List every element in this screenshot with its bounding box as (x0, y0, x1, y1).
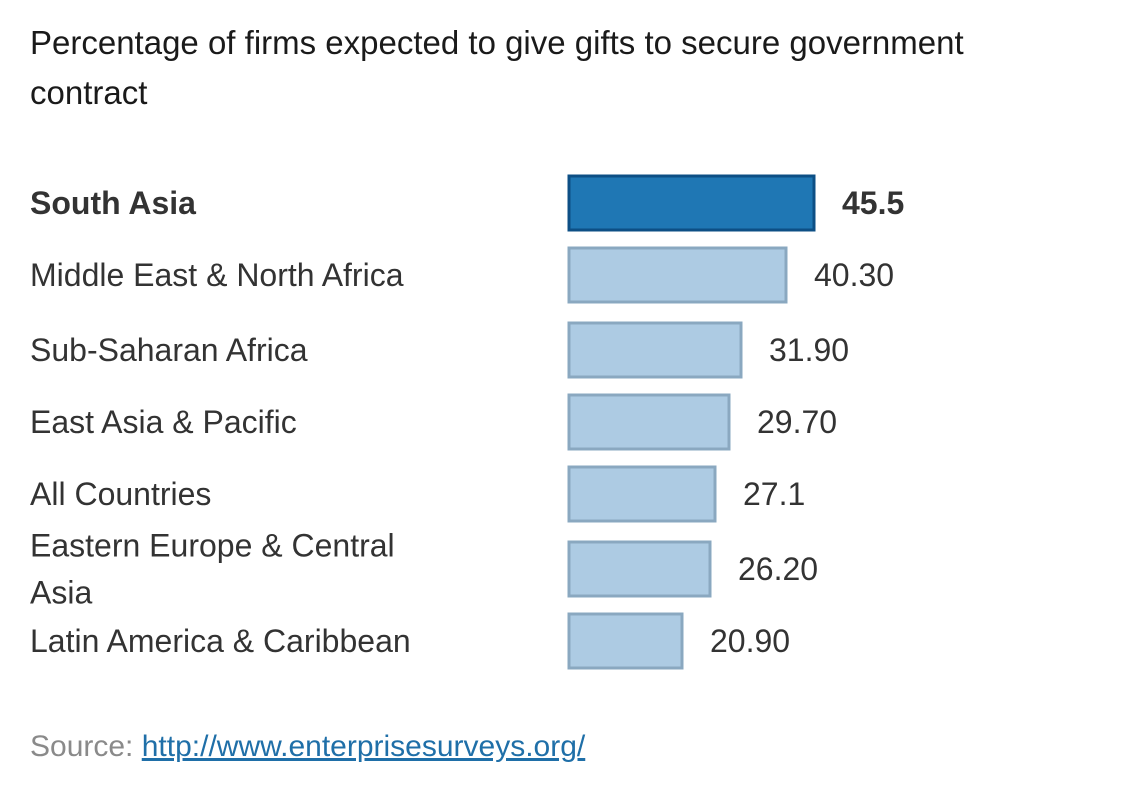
value-label-all-countries: 27.1 (743, 476, 805, 512)
category-label-eastern-europe-and-central-asia: Eastern Europe & Central Asia (30, 528, 395, 611)
source-line: Source: http://www.enterprisesurveys.org… (30, 730, 585, 764)
category-label-south-asia: South Asia (30, 185, 196, 221)
bar-all-countries (567, 465, 717, 523)
value-label-east-asia-and-pacific: 29.70 (757, 404, 837, 440)
value-label-latin-america-and-caribbean: 20.90 (710, 623, 790, 659)
bar-middle-east-and-north-africa (567, 246, 788, 304)
category-label-all-countries: All Countries (30, 476, 211, 512)
source-prefix: Source: (30, 730, 142, 763)
value-label-sub-saharan-africa: 31.90 (769, 332, 849, 368)
category-label-sub-saharan-africa: Sub-Saharan Africa (30, 332, 308, 368)
category-label-latin-america-and-caribbean: Latin America & Caribbean (30, 623, 411, 659)
bar-south-asia (567, 174, 816, 232)
value-label-middle-east-and-north-africa: 40.30 (814, 257, 894, 293)
value-label-south-asia: 45.5 (842, 185, 904, 221)
bar-chart: South Asia 45.5 Middle East & North Africa… (30, 174, 904, 670)
chart-title: Percentage of firms expected to give gif… (30, 24, 964, 111)
value-label-eastern-europe-and-central-asia: 26.20 (738, 551, 818, 587)
category-label-east-asia-and-pacific: East Asia & Pacific (30, 404, 297, 440)
source-link[interactable]: http://www.enterprisesurveys.org/ (141, 730, 586, 763)
category-label-middle-east-and-north-africa: Middle East & North Africa (30, 257, 404, 293)
bar-east-asia-and-pacific (567, 393, 731, 451)
bar-eastern-europe-and-central-asia (567, 540, 712, 598)
bar-latin-america-and-caribbean (567, 612, 684, 670)
bar-sub-saharan-africa (567, 321, 743, 379)
